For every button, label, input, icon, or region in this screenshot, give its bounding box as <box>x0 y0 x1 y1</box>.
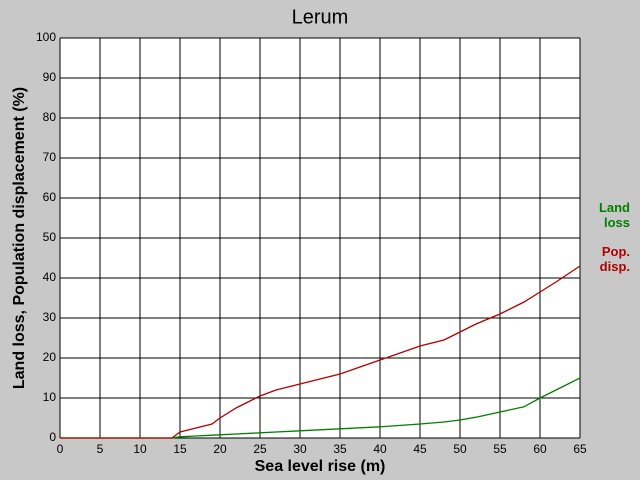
x-tick-label: 25 <box>253 442 267 456</box>
y-tick-label: 60 <box>43 190 57 204</box>
y-tick-label: 80 <box>43 110 57 124</box>
x-tick-label: 15 <box>173 442 187 456</box>
legend-entry: Land loss <box>598 200 630 230</box>
data-line <box>60 377 581 439</box>
x-tick-label: 35 <box>333 442 347 456</box>
x-tick-label: 50 <box>453 442 467 456</box>
x-tick-label: 65 <box>573 442 587 456</box>
chart-title: Lerum <box>292 6 349 28</box>
y-axis-label: Land loss, Population displacement (%) <box>11 87 28 389</box>
y-tick-label: 40 <box>43 270 57 284</box>
x-tick-label: 10 <box>133 442 147 456</box>
y-tick-label: 70 <box>43 150 57 164</box>
legend-entry: Pop. disp. <box>599 244 630 274</box>
y-tick-label: 50 <box>43 230 57 244</box>
y-tick-label: 90 <box>43 70 57 84</box>
y-tick-label: 10 <box>43 390 57 404</box>
x-tick-label: 5 <box>97 442 104 456</box>
x-tick-label: 0 <box>57 442 64 456</box>
x-tick-label: 20 <box>213 442 227 456</box>
x-tick-label: 30 <box>293 442 307 456</box>
x-tick-label: 40 <box>373 442 387 456</box>
x-tick-label: 55 <box>493 442 507 456</box>
x-tick-label: 60 <box>533 442 547 456</box>
y-tick-label: 20 <box>43 350 57 364</box>
y-tick-label: 0 <box>49 430 56 444</box>
x-axis-label: Sea level rise (m) <box>255 458 386 475</box>
y-tick-label: 100 <box>36 30 56 44</box>
y-tick-label: 30 <box>43 310 57 324</box>
data-line <box>60 265 581 439</box>
x-tick-label: 45 <box>413 442 427 456</box>
